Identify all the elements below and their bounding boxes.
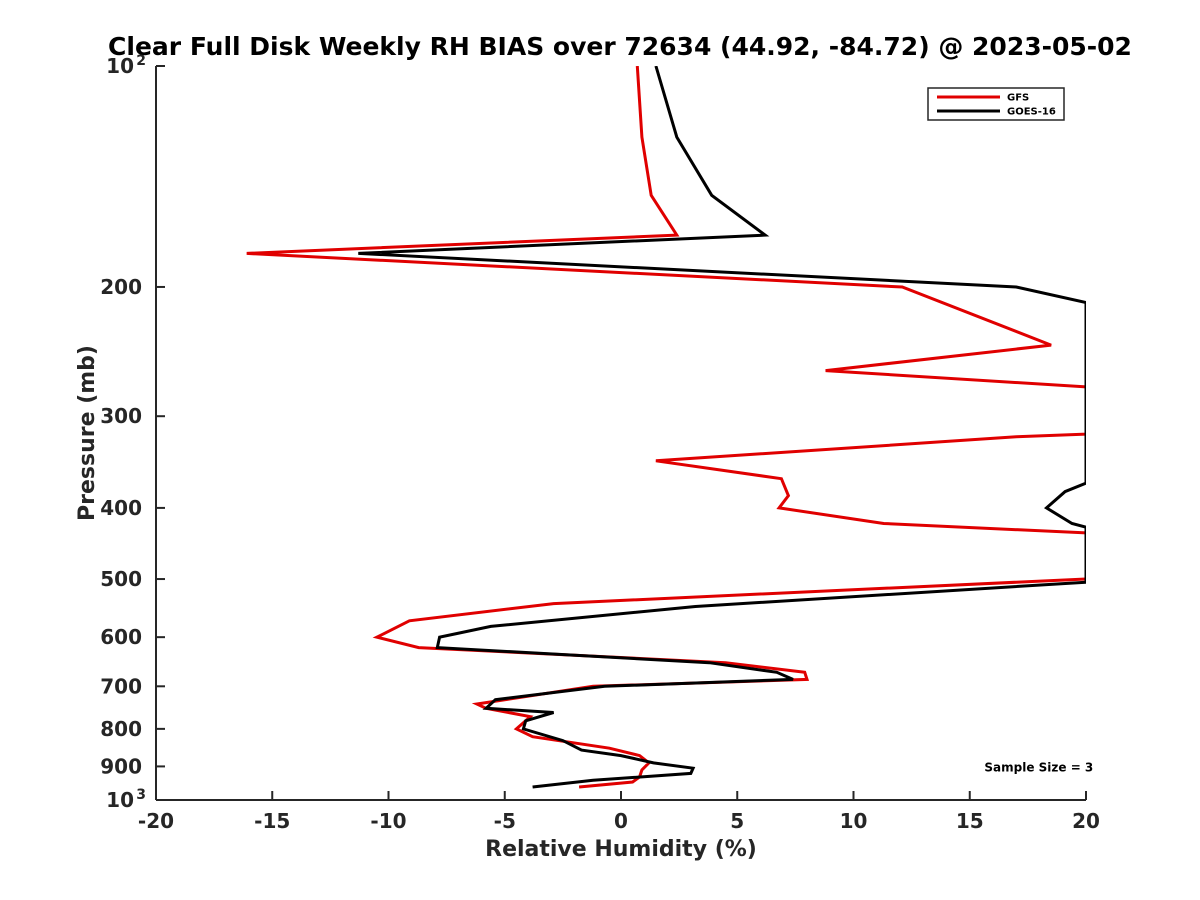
y-tick-label: 900 xyxy=(100,754,142,778)
y-tick-label: 10 xyxy=(106,54,134,78)
y-tick-label: 500 xyxy=(100,567,142,591)
plot-area xyxy=(246,66,1086,789)
legend-label: GFS xyxy=(1007,93,1029,104)
y-tick-label: 10 xyxy=(106,788,134,812)
y-tick-label: 700 xyxy=(100,674,142,698)
legend-box xyxy=(927,87,1065,121)
y-axis-label: Pressure (mb) xyxy=(75,345,100,521)
legend-label: GOES-16 xyxy=(1007,107,1056,118)
y-tick-label: 200 xyxy=(100,275,142,299)
y-tick-label: 300 xyxy=(100,404,142,428)
x-tick-label: 10 xyxy=(840,809,868,833)
legend: GFS GOES-16 xyxy=(927,87,1065,121)
axes xyxy=(155,66,1086,801)
y-tick-label: 600 xyxy=(100,625,142,649)
y-tick-label: 800 xyxy=(100,717,142,741)
x-axis-label: Relative Humidity (%) xyxy=(485,837,757,862)
x-tick-label: 5 xyxy=(730,809,744,833)
y-tick-label: 400 xyxy=(100,496,142,520)
chart-title: Clear Full Disk Weekly RH BIAS over 7263… xyxy=(108,32,1132,61)
annotations: Sample Size = 3 xyxy=(984,760,1093,774)
x-tick-label: -15 xyxy=(254,809,290,833)
y-tick-exponent: 2 xyxy=(136,53,146,69)
series-line-gfs xyxy=(246,66,1086,789)
x-tick-label: 0 xyxy=(614,809,628,833)
x-tick-label: 15 xyxy=(956,809,984,833)
x-tick-label: -20 xyxy=(138,809,174,833)
x-tick-label: -5 xyxy=(494,809,516,833)
y-tick-exponent: 3 xyxy=(136,787,146,803)
sample-size-annotation: Sample Size = 3 xyxy=(984,760,1093,774)
series-layer xyxy=(246,66,1086,789)
x-tick-label: -10 xyxy=(370,809,406,833)
series-line-goes-16 xyxy=(358,66,1086,789)
x-tick-label: 20 xyxy=(1072,809,1100,833)
x-ticks: -20 -15 -10 -5 0 5 10 15 20 xyxy=(138,791,1100,833)
